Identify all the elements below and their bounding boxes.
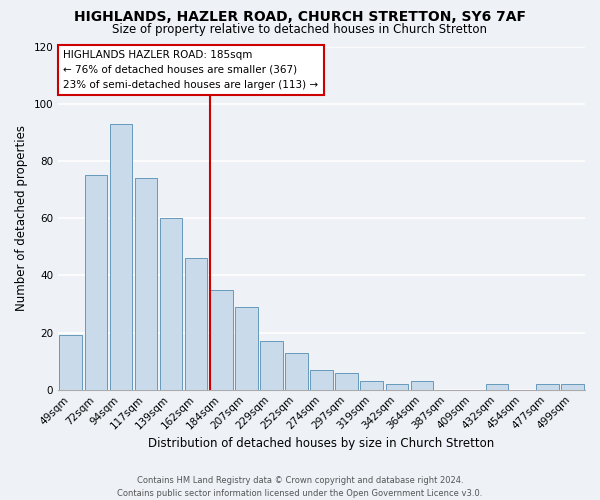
Bar bbox=[361, 381, 383, 390]
Text: HIGHLANDS, HAZLER ROAD, CHURCH STRETTON, SY6 7AF: HIGHLANDS, HAZLER ROAD, CHURCH STRETTON,… bbox=[74, 10, 526, 24]
Bar bbox=[59, 336, 82, 390]
Text: HIGHLANDS HAZLER ROAD: 185sqm
← 76% of detached houses are smaller (367)
23% of : HIGHLANDS HAZLER ROAD: 185sqm ← 76% of d… bbox=[64, 50, 319, 90]
X-axis label: Distribution of detached houses by size in Church Stretton: Distribution of detached houses by size … bbox=[148, 437, 495, 450]
Bar bbox=[85, 175, 107, 390]
Bar bbox=[185, 258, 208, 390]
Y-axis label: Number of detached properties: Number of detached properties bbox=[15, 125, 28, 311]
Bar bbox=[536, 384, 559, 390]
Text: Contains HM Land Registry data © Crown copyright and database right 2024.
Contai: Contains HM Land Registry data © Crown c… bbox=[118, 476, 482, 498]
Bar bbox=[210, 290, 233, 390]
Bar bbox=[410, 381, 433, 390]
Bar bbox=[310, 370, 333, 390]
Bar bbox=[561, 384, 584, 390]
Bar bbox=[285, 352, 308, 390]
Bar bbox=[335, 372, 358, 390]
Text: Size of property relative to detached houses in Church Stretton: Size of property relative to detached ho… bbox=[113, 22, 487, 36]
Bar bbox=[260, 341, 283, 390]
Bar bbox=[110, 124, 132, 390]
Bar bbox=[386, 384, 408, 390]
Bar bbox=[134, 178, 157, 390]
Bar bbox=[235, 307, 257, 390]
Bar bbox=[486, 384, 508, 390]
Bar bbox=[160, 218, 182, 390]
